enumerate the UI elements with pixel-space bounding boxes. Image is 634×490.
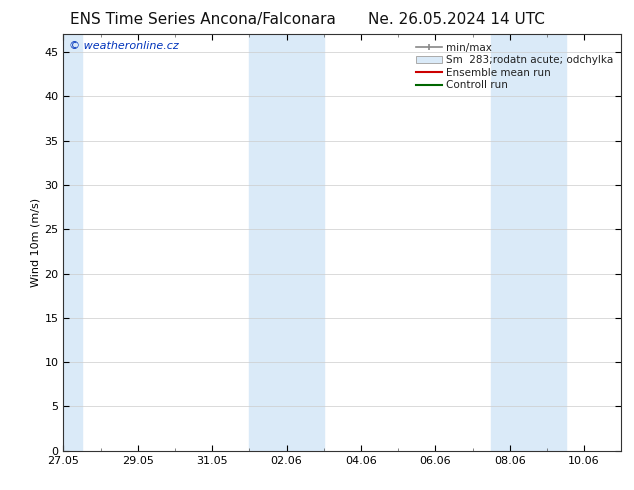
Y-axis label: Wind 10m (m/s): Wind 10m (m/s) <box>30 198 40 287</box>
Legend: min/max, Sm  283;rodatn acute; odchylka, Ensemble mean run, Controll run: min/max, Sm 283;rodatn acute; odchylka, … <box>412 40 616 94</box>
Text: © weatheronline.cz: © weatheronline.cz <box>69 41 179 50</box>
Text: ENS Time Series Ancona/Falconara: ENS Time Series Ancona/Falconara <box>70 12 336 27</box>
Bar <box>491 34 566 451</box>
Bar <box>249 34 324 451</box>
Bar <box>63 34 82 451</box>
Text: Ne. 26.05.2024 14 UTC: Ne. 26.05.2024 14 UTC <box>368 12 545 27</box>
